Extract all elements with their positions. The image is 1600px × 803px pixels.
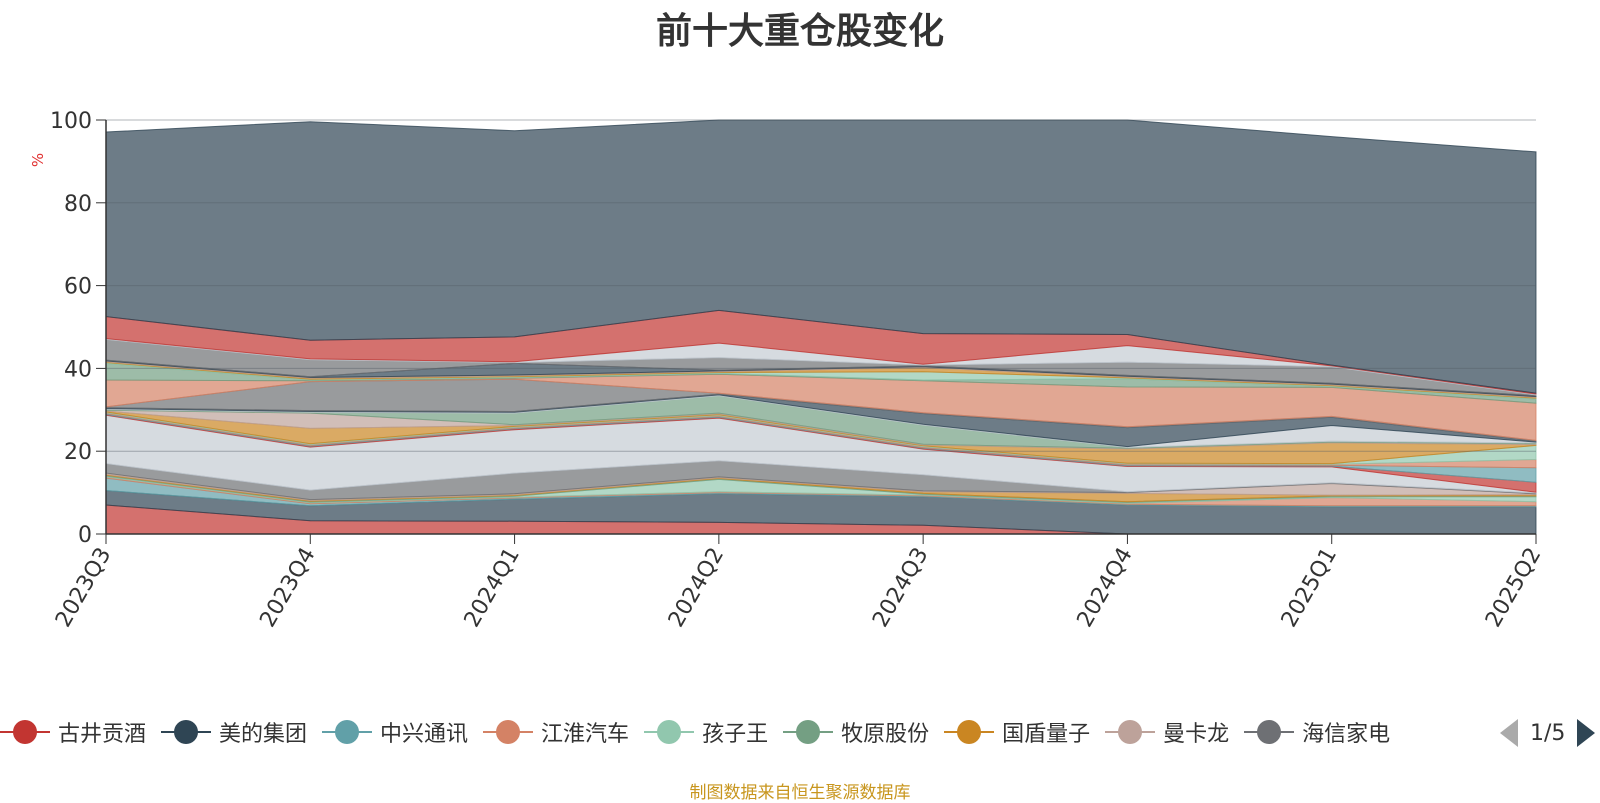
source-note: 制图数据来自恒生聚源数据库 (689, 783, 911, 803)
legend-items: 古井贡酒 美的集团 中兴通讯 江淮汽车 孩子王 牧原股份 国盾量子 曼卡龙 海信家电 (0, 712, 1480, 752)
legend-item[interactable]: 古井贡酒 (0, 712, 146, 752)
legend-next-page-icon[interactable] (1577, 719, 1596, 747)
x-tick-label: 2023Q3 (51, 544, 116, 632)
legend-item[interactable]: 牧原股份 (783, 712, 929, 752)
legend-label: 美的集团 (219, 722, 308, 747)
y-tick-label: 40 (64, 357, 92, 382)
y-tick-label: 100 (50, 109, 92, 134)
x-tick-label: 2023Q4 (255, 544, 320, 632)
x-tick-label: 2025Q2 (1481, 544, 1546, 632)
legend-item[interactable]: 中兴通讯 (322, 712, 468, 752)
legend-label: 曼卡龙 (1163, 722, 1230, 747)
y-tick-label: 20 (64, 440, 92, 465)
x-tick-label: 2024Q2 (664, 544, 729, 632)
legend-label: 中兴通讯 (380, 722, 469, 747)
legend-marker-icon (783, 720, 834, 744)
y-tick-label: 0 (78, 523, 92, 548)
legend-item[interactable]: 国盾量子 (944, 712, 1090, 752)
legend-marker-icon (322, 720, 373, 744)
legend-page-indicator: 1/5 (1530, 720, 1566, 746)
y-axis-label: % (29, 153, 47, 167)
y-tick-label: 60 (64, 275, 92, 300)
legend-label: 江淮汽车 (541, 722, 630, 747)
grid-layer (106, 119, 1536, 452)
x-tick-label: 2024Q1 (460, 544, 525, 632)
legend-marker-icon (1244, 720, 1295, 744)
legend-marker-icon (483, 720, 534, 744)
legend-pager: 1/5 (1500, 718, 1596, 748)
legend-item[interactable]: 江淮汽车 (483, 712, 629, 752)
legend-marker-icon (644, 720, 695, 744)
x-tick-label: 2025Q1 (1277, 544, 1342, 632)
chart-title: 前十大重仓股变化 (655, 11, 944, 52)
legend-item[interactable]: 海信家电 (1244, 712, 1390, 752)
legend-prev-page-icon[interactable] (1500, 719, 1518, 747)
legend: 古井贡酒 美的集团 中兴通讯 江淮汽车 孩子王 牧原股份 国盾量子 曼卡龙 海信家电 1/5 (0, 712, 1600, 752)
legend-label: 古井贡酒 (58, 722, 147, 747)
legend-label: 牧原股份 (841, 722, 930, 747)
legend-item[interactable]: 美的集团 (161, 712, 307, 752)
legend-item[interactable]: 曼卡龙 (1105, 712, 1229, 752)
x-tick-label: 2024Q4 (1073, 544, 1138, 632)
legend-item[interactable]: 孩子王 (644, 712, 768, 752)
y-tick-label: 80 (64, 192, 92, 217)
legend-marker-icon (1105, 720, 1156, 744)
legend-marker-icon (944, 720, 995, 744)
legend-marker-icon (0, 720, 50, 744)
areas-layer (105, 119, 1537, 535)
legend-label: 海信家电 (1302, 722, 1391, 747)
legend-label: 国盾量子 (1002, 722, 1091, 747)
legend-marker-icon (161, 720, 212, 744)
x-tick-label: 2024Q3 (868, 544, 933, 632)
area-series-29[interactable] (105, 119, 1537, 394)
legend-label: 孩子王 (702, 722, 769, 747)
